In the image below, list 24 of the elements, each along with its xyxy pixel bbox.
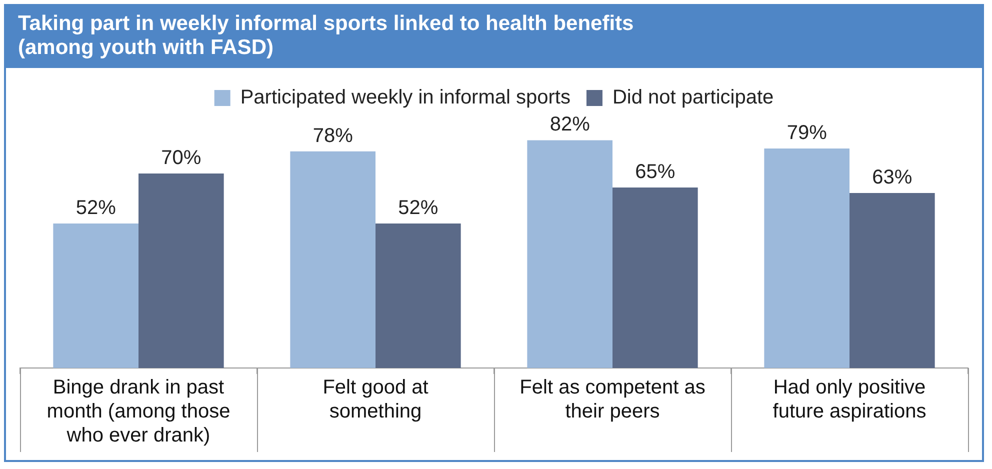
- data-label: 52%: [76, 197, 116, 220]
- data-label: 65%: [635, 160, 676, 183]
- data-label: 70%: [161, 147, 202, 170]
- chart-title: Taking part in weekly informal sports linked to health benefits: [18, 12, 635, 36]
- bar: [53, 224, 138, 368]
- x-tick-label: Felt as competent as their peers: [520, 376, 706, 423]
- legend-label: Participated weekly in informal sports: [240, 86, 570, 109]
- chart-subtitle: (among youth with FASD): [18, 36, 274, 60]
- bar: [612, 187, 698, 368]
- bar: [527, 140, 612, 368]
- legend-label: Did not participate: [612, 86, 774, 109]
- data-label: 78%: [312, 124, 354, 147]
- bar: [850, 193, 935, 368]
- data-label: 79%: [786, 122, 828, 144]
- bar: [138, 174, 224, 368]
- bar: [290, 151, 376, 368]
- x-tick-label: Had only positive future aspirations: [772, 376, 926, 423]
- data-label: 82%: [550, 114, 590, 136]
- data-label: 63%: [872, 166, 912, 189]
- x-tick-label: Binge drank in past month (among those who ever drank): [46, 376, 230, 447]
- x-tick-label: Felt good at something: [322, 376, 429, 423]
- data-label: 52%: [398, 197, 438, 220]
- bar: [376, 224, 461, 368]
- bar: [764, 148, 850, 368]
